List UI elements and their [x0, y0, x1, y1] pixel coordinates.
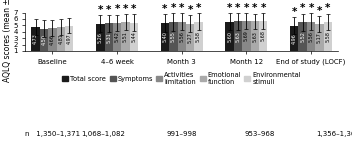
Bar — [315, 24, 323, 57]
Bar — [259, 21, 268, 57]
Text: 5.17: 5.17 — [317, 32, 322, 43]
Text: 4.96: 4.96 — [292, 33, 297, 44]
Text: *: * — [196, 3, 201, 13]
Bar — [96, 24, 105, 57]
Text: *: * — [179, 3, 184, 13]
Text: 5.68: 5.68 — [261, 31, 266, 41]
Bar — [298, 22, 307, 57]
Text: 1,068–1,082: 1,068–1,082 — [82, 131, 125, 137]
Text: *: * — [227, 3, 232, 13]
Text: 5.58: 5.58 — [196, 31, 201, 42]
Text: 953–968: 953–968 — [245, 131, 275, 137]
Text: 4.97: 4.97 — [67, 33, 72, 44]
Bar — [186, 24, 194, 57]
Bar — [31, 27, 40, 57]
Bar — [65, 26, 74, 57]
Text: 5.44: 5.44 — [131, 31, 137, 42]
Legend: Total score, Symptoms, Activities
limitation, Emotional
function, Environmental
: Total score, Symptoms, Activities limita… — [60, 69, 304, 87]
Text: 5.69: 5.69 — [244, 31, 249, 41]
Text: *: * — [252, 3, 258, 13]
Text: *: * — [188, 5, 193, 15]
Bar — [57, 27, 65, 57]
Bar — [194, 22, 203, 57]
Text: *: * — [308, 3, 314, 13]
Bar — [161, 23, 169, 57]
Y-axis label: AQLQ scores (mean ± SD): AQLQ scores (mean ± SD) — [3, 0, 12, 82]
Bar — [323, 22, 332, 57]
Text: 5.55: 5.55 — [171, 31, 176, 42]
Text: 5.63: 5.63 — [235, 31, 240, 42]
Bar — [130, 23, 138, 57]
Text: 4.50: 4.50 — [42, 34, 46, 45]
Text: 5.42: 5.42 — [115, 31, 120, 42]
Bar — [251, 21, 259, 57]
Bar — [113, 23, 121, 57]
Text: *: * — [300, 3, 305, 13]
Text: *: * — [131, 4, 137, 14]
Text: 5.51: 5.51 — [123, 31, 128, 42]
Bar — [242, 21, 251, 57]
Text: *: * — [291, 7, 297, 17]
Bar — [177, 22, 186, 57]
Bar — [121, 22, 130, 57]
Bar — [225, 22, 234, 57]
Bar — [48, 28, 57, 57]
Bar — [169, 22, 177, 57]
Text: 5.52: 5.52 — [300, 31, 305, 42]
Bar — [105, 23, 113, 57]
Text: 5.40: 5.40 — [162, 31, 168, 42]
Text: n   1,350–1,371: n 1,350–1,371 — [25, 131, 80, 137]
Text: 5.63: 5.63 — [252, 31, 257, 42]
Text: 5.27: 5.27 — [188, 32, 193, 43]
Text: 1,356–1,366: 1,356–1,366 — [316, 131, 352, 137]
Text: 5.56: 5.56 — [309, 31, 314, 42]
Text: *: * — [235, 3, 241, 13]
Text: 5.56: 5.56 — [179, 31, 184, 42]
Text: *: * — [325, 3, 331, 13]
Text: *: * — [123, 4, 128, 14]
Bar — [40, 29, 48, 57]
Bar — [307, 22, 315, 57]
Text: *: * — [98, 5, 103, 15]
Text: 991–998: 991–998 — [166, 131, 197, 137]
Text: 5.60: 5.60 — [227, 31, 232, 42]
Text: 4.73: 4.73 — [33, 34, 38, 44]
Text: *: * — [317, 6, 322, 16]
Text: *: * — [260, 3, 266, 13]
Text: 4.81: 4.81 — [58, 33, 63, 44]
Text: 5.58: 5.58 — [325, 31, 331, 42]
Bar — [290, 26, 298, 57]
Text: *: * — [106, 5, 111, 15]
Text: *: * — [162, 4, 168, 14]
Text: 4.66: 4.66 — [50, 34, 55, 45]
Text: *: * — [171, 3, 176, 13]
Bar — [234, 21, 242, 57]
Text: 5.26: 5.26 — [98, 32, 103, 43]
Text: *: * — [114, 4, 120, 14]
Text: 5.31: 5.31 — [106, 32, 111, 43]
Text: *: * — [244, 3, 249, 13]
